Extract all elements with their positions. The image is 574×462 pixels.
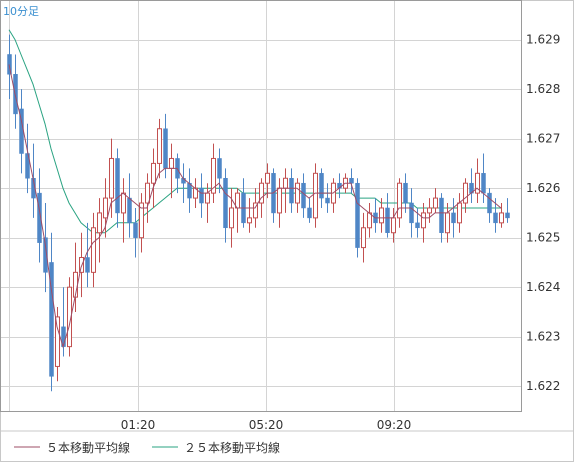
- candle-body: [91, 227, 96, 273]
- candle-body: [319, 173, 324, 199]
- y-tick-label: 1.627: [526, 132, 560, 146]
- candle-body: [37, 192, 42, 243]
- candle-body: [49, 262, 54, 377]
- candle-body: [445, 212, 450, 234]
- candle-body: [109, 157, 114, 199]
- candle-body: [97, 212, 102, 234]
- plot-border: [0, 0, 522, 412]
- x-tick-label: 09:20: [377, 418, 412, 432]
- x-tick-label: 01:20: [121, 418, 156, 432]
- candle-body: [205, 192, 210, 204]
- ma5-legend-label: ５本移動平均線: [46, 440, 130, 455]
- candle-body: [367, 212, 372, 229]
- candle-body: [409, 202, 414, 224]
- candle-body: [43, 237, 48, 273]
- period-label: 10分足: [3, 5, 39, 18]
- candle-body: [169, 157, 174, 169]
- candle-body: [163, 128, 168, 169]
- candle-body: [85, 257, 90, 273]
- candle-body: [223, 178, 228, 229]
- candle-body: [349, 178, 354, 184]
- candle-body: [277, 187, 282, 214]
- y-tick-label: 1.625: [526, 231, 560, 245]
- candle-body: [325, 197, 330, 204]
- candle-body: [361, 227, 366, 249]
- candle-body: [283, 177, 288, 189]
- y-tick-label: 1.624: [526, 280, 560, 294]
- candle-body: [253, 202, 258, 219]
- candle-body: [499, 212, 504, 224]
- ma25-legend-label: ２５本移動平均線: [184, 440, 280, 455]
- candle-body: [187, 182, 192, 199]
- candle-body: [439, 197, 444, 233]
- y-axis-labels: 1.622 1.623 1.624 1.625 1.626 1.627 1.628 1.629: [526, 33, 560, 394]
- y-tick-label: 1.628: [526, 82, 560, 96]
- candle-body: [451, 212, 456, 224]
- candle-body: [55, 316, 60, 367]
- candle-body: [307, 207, 312, 219]
- candle-body: [217, 158, 222, 179]
- candle-body: [115, 158, 120, 214]
- candle-body: [139, 202, 144, 239]
- candle-body: [265, 172, 270, 184]
- candle-body: [433, 197, 438, 209]
- candle-body: [493, 212, 498, 224]
- candle-body: [385, 207, 390, 233]
- candle-body: [127, 197, 132, 224]
- candle-body: [301, 182, 306, 209]
- y-tick-label: 1.622: [526, 379, 560, 393]
- ma5-line: [8, 64, 502, 349]
- candle-body: [229, 207, 234, 229]
- candle-body: [397, 182, 402, 219]
- y-tick-label: 1.629: [526, 33, 560, 47]
- candle-body: [427, 207, 432, 214]
- candle-body: [295, 182, 300, 204]
- candle-body: [103, 197, 108, 219]
- candle-body: [457, 202, 462, 224]
- candle-body: [313, 172, 318, 219]
- candle-body: [121, 192, 126, 214]
- candle-body: [199, 187, 204, 204]
- y-tick-label: 1.623: [526, 330, 560, 344]
- candle-body: [379, 207, 384, 224]
- x-axis-labels: 01:20 05:20 09:20: [121, 418, 412, 432]
- x-tick-label: 05:20: [249, 418, 284, 432]
- candle-body: [403, 182, 408, 204]
- ma5-layer: [8, 64, 502, 349]
- candle-body: [289, 178, 294, 204]
- candle-body: [481, 173, 486, 194]
- candle-body: [487, 192, 492, 214]
- candle-body: [415, 222, 420, 229]
- candle-body: [247, 217, 252, 224]
- candle-body: [421, 212, 426, 229]
- candle-body: [391, 217, 396, 234]
- candle-body: [157, 128, 162, 164]
- candle-body: [151, 162, 156, 184]
- candle-body: [355, 182, 360, 248]
- candle-body: [505, 212, 510, 219]
- candle-body: [133, 222, 138, 238]
- candle-body: [475, 172, 480, 194]
- candle-body: [211, 157, 216, 194]
- candle-body: [145, 182, 150, 204]
- candle-body: [463, 182, 468, 204]
- y-tick-label: 1.626: [526, 181, 560, 195]
- candle-body: [259, 182, 264, 204]
